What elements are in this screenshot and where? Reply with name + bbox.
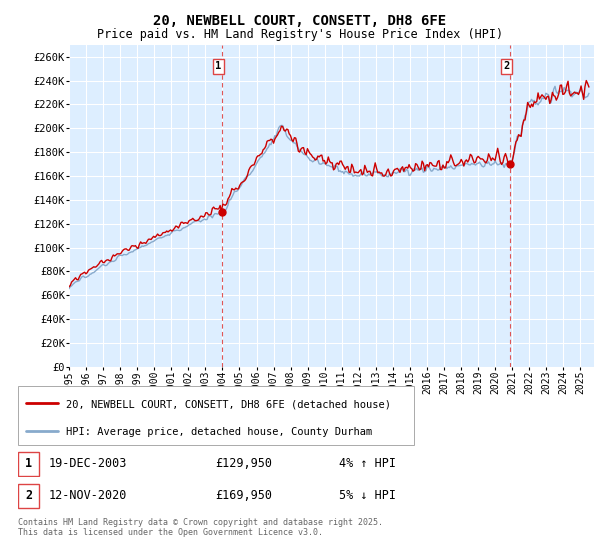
- Text: HPI: Average price, detached house, County Durham: HPI: Average price, detached house, Coun…: [65, 427, 372, 437]
- Text: 2: 2: [503, 61, 509, 71]
- Text: 19-DEC-2003: 19-DEC-2003: [49, 456, 127, 470]
- Text: 2: 2: [25, 489, 32, 502]
- Text: 1: 1: [215, 61, 221, 71]
- Text: 1: 1: [25, 456, 32, 470]
- FancyBboxPatch shape: [18, 451, 40, 476]
- Text: 12-NOV-2020: 12-NOV-2020: [49, 489, 127, 502]
- FancyBboxPatch shape: [18, 386, 414, 445]
- Text: 20, NEWBELL COURT, CONSETT, DH8 6FE: 20, NEWBELL COURT, CONSETT, DH8 6FE: [154, 14, 446, 28]
- Text: 5% ↓ HPI: 5% ↓ HPI: [340, 489, 397, 502]
- Text: £129,950: £129,950: [215, 456, 272, 470]
- Text: 4% ↑ HPI: 4% ↑ HPI: [340, 456, 397, 470]
- Text: Price paid vs. HM Land Registry's House Price Index (HPI): Price paid vs. HM Land Registry's House …: [97, 28, 503, 41]
- Text: 20, NEWBELL COURT, CONSETT, DH8 6FE (detached house): 20, NEWBELL COURT, CONSETT, DH8 6FE (det…: [65, 399, 391, 409]
- Text: £169,950: £169,950: [215, 489, 272, 502]
- Text: Contains HM Land Registry data © Crown copyright and database right 2025.
This d: Contains HM Land Registry data © Crown c…: [18, 518, 383, 538]
- FancyBboxPatch shape: [18, 484, 40, 508]
